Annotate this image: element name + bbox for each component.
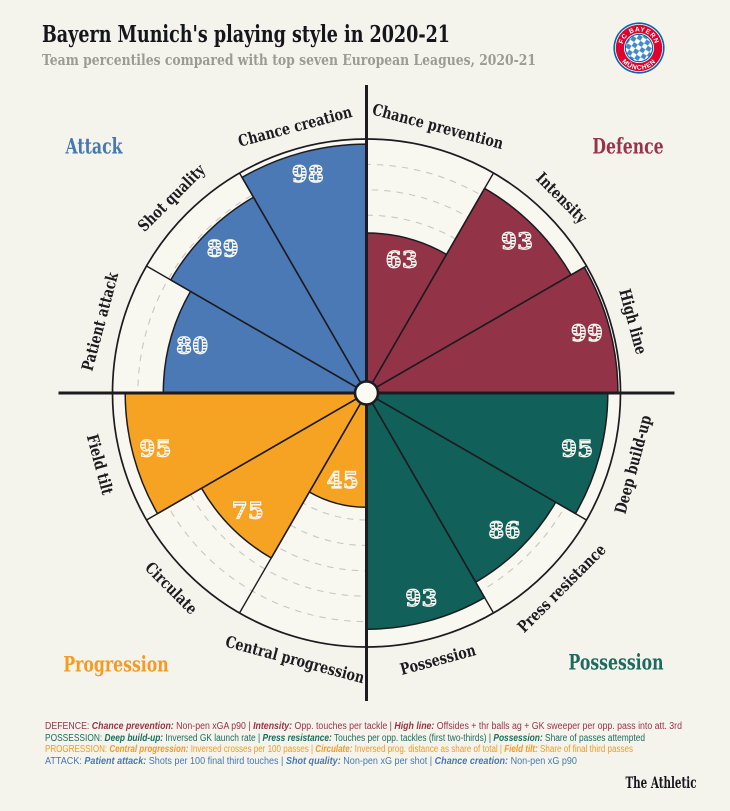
glossary-line-progression: PROGRESSION: Central progression: Invers… [45,744,634,756]
glossary-metric-name: Circulate: [315,744,353,756]
value-label: 89 [207,236,239,262]
slice-boundary [366,265,587,394]
crest-lozenge-field [625,34,653,62]
slice-boundary [365,392,495,614]
slice-field-tilt [124,392,368,515]
quadrant-label-possession: Possession [568,650,664,676]
page-subtitle: Team percentiles compared with top seven… [42,51,537,69]
slice-boundary [365,172,495,394]
quadrant-label-attack: Attack [65,134,123,160]
center-circle [353,380,380,406]
slice-boundary [146,265,367,394]
slice-label: Field tilt [83,432,117,497]
slice-boundary [366,392,587,521]
page-title: Bayern Munich's playing style in 2020-21 [42,21,450,48]
value-label: 63 [386,248,418,274]
value-label: 80 [176,333,208,359]
value-label: 93 [501,229,533,255]
value-label: 45 [327,468,359,494]
slice-patient-attack [162,290,368,394]
glossary-line-defence: DEFENCE: Chance prevention: Non-pen xGA … [45,721,682,732]
the-athletic-wordmark: The Athletic [624,773,696,792]
value-label: 95 [561,437,593,463]
slice-label: High line [615,287,651,357]
glossary-metric-name: Possession: [493,732,543,744]
value-label: 75 [232,498,264,524]
glossary-line-possession: POSSESSION: Deep build-up: Inversed GK l… [45,732,646,744]
glossary-metric-name: Central progression: [109,744,189,756]
glossary-metric-name: Press resistance: [262,732,332,744]
slice-label: Possession [398,640,478,678]
fc-bayern-crest: FC BAYERN MÜNCHEN [613,22,665,74]
glossary-line-attack: ATTACK: Patient attack: Shots per 100 fi… [45,755,577,767]
slice-boundary [238,392,368,614]
slice-shot-quality [169,196,368,394]
slice-intensity [365,187,572,394]
slice-press-resistance [365,392,557,583]
glossary-metric-name: Chance prevention: [91,721,174,732]
value-label: 93 [406,586,438,612]
glossary-metric-name: High line: [394,721,435,732]
slice-high-line [365,266,619,394]
metric-glossary: DEFENCE: Chance prevention: Non-pen xGA … [45,721,730,767]
quadrant-label-defence: Defence [592,134,664,160]
glossary-metric-name: Shot quality: [285,755,341,767]
slice-boundary [146,392,367,521]
slice-circulate [200,392,368,559]
slice-chance-creation [241,143,368,394]
value-label: 98 [292,162,324,188]
quadrant-label-progression: Progression [63,652,169,678]
slice-boundary [238,172,368,394]
glossary-metric-name: Patient attack: [84,755,147,767]
value-label: 95 [139,437,171,463]
value-label: 99 [571,321,603,347]
value-label: 86 [489,518,521,544]
glossary-metric-name: Field tilt: [504,744,538,756]
glossary-metric-name: Deep build-up: [104,732,164,744]
slice-deep-build-up [365,392,609,515]
slice-possession [365,392,486,630]
glossary-metric-name: Intensity: [253,721,293,732]
glossary-metric-name: Chance creation: [434,755,509,767]
